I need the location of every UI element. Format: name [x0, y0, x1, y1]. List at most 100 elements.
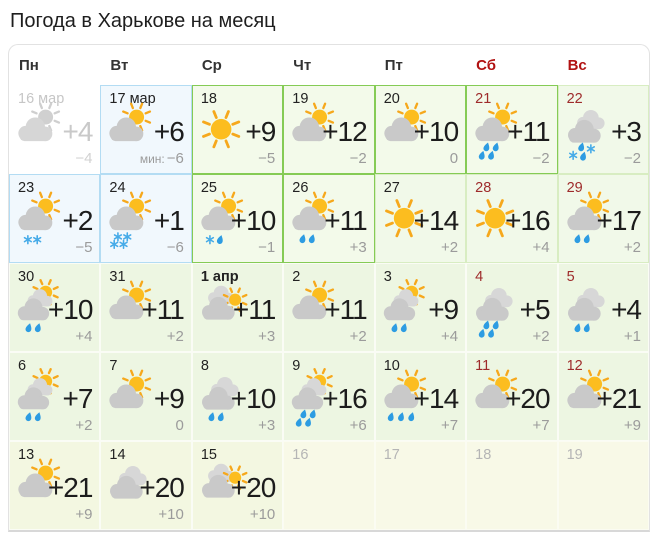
- day-cell-19[interactable]: 19 +12 −2: [283, 85, 375, 174]
- day-cell-17-мар[interactable]: 17 мар +6 мин: −6: [100, 85, 192, 174]
- day-cell-30[interactable]: 30 +10 +4: [9, 263, 101, 352]
- day-cell-23[interactable]: 23 +2 −5: [9, 174, 101, 263]
- date-label: 25: [200, 180, 217, 196]
- min-temp: +2: [441, 239, 459, 256]
- max-temp: +11: [507, 116, 550, 147]
- max-temp: +6: [153, 116, 185, 147]
- date-label: 6: [18, 358, 27, 374]
- sun-icon: [195, 101, 251, 163]
- max-temp: +3: [611, 116, 642, 147]
- clouds-rain-4-icon: [469, 279, 525, 341]
- day-cell-24[interactable]: 24 +1 −6: [100, 174, 192, 263]
- min-temp: +4: [75, 328, 93, 345]
- date-label: 17: [383, 447, 400, 463]
- sun-cloud-icon: [561, 368, 617, 430]
- day-cell-28[interactable]: 28 +16 +4: [466, 174, 558, 263]
- max-temp: +5: [519, 294, 551, 325]
- max-temp: +10: [230, 383, 276, 414]
- sun-cloud-icon: [103, 279, 159, 341]
- sun-cloud-icon: [12, 457, 68, 519]
- date-label: 16: [292, 447, 309, 463]
- day-cell-12[interactable]: 12 +21 +9: [557, 352, 649, 441]
- day-cell-2[interactable]: 2 +11 +2: [283, 263, 375, 352]
- day-cell-31[interactable]: 31 +11 +2: [100, 263, 192, 352]
- sun-clouds-rain-2-icon: [12, 368, 68, 430]
- max-temp: +9: [245, 116, 276, 147]
- day-cell-7[interactable]: 7 +9 0: [100, 352, 192, 441]
- max-temp: +11: [141, 294, 184, 325]
- date-label: 30: [18, 269, 35, 285]
- min-temp: −1: [258, 239, 276, 256]
- clouds-sleet-icon: [561, 101, 617, 163]
- page-title: Погода в Харькове на месяц: [10, 10, 276, 32]
- day-cell-1-апр[interactable]: 1 апр +11 +3: [191, 263, 284, 352]
- min-temp: +2: [75, 417, 93, 434]
- date-label: 16 мар: [18, 91, 65, 107]
- day-cell-18[interactable]: 18 +9 −5: [191, 85, 284, 174]
- day-cell-9[interactable]: 9 +16 +6: [283, 352, 375, 441]
- date-label: 1 апр: [200, 269, 239, 285]
- day-cell-14[interactable]: 14 +20 +10: [100, 441, 192, 530]
- min-temp: 0: [175, 417, 184, 434]
- min-temp: +4: [441, 328, 459, 345]
- min-temp: +3: [258, 417, 276, 434]
- max-temp: +9: [153, 383, 185, 414]
- sun-cloud-rain-3-icon: [378, 368, 434, 430]
- day-cell-20[interactable]: 20 +10 0: [374, 85, 467, 174]
- date-label: 10: [383, 358, 400, 374]
- max-temp: +10: [413, 116, 459, 147]
- day-cell-25[interactable]: 25 +10 −1: [191, 174, 284, 263]
- day-cell-21[interactable]: 21 +11 −2: [466, 85, 558, 174]
- day-cell-8[interactable]: 8 +10 +3: [191, 352, 284, 441]
- day-cell-27[interactable]: 27 +14 +2: [374, 174, 467, 263]
- day-cell-22[interactable]: 22 +3 −2: [557, 85, 649, 174]
- date-label: 3: [383, 269, 392, 285]
- max-temp: +14: [413, 205, 459, 236]
- max-temp: +2: [62, 205, 93, 236]
- day-cell-29[interactable]: 29 +17 +2: [557, 174, 649, 263]
- max-temp: +10: [47, 294, 93, 325]
- max-temp: +14: [413, 383, 459, 414]
- date-label: 2: [292, 269, 301, 285]
- min-temp: +2: [166, 328, 184, 345]
- min-temp: +9: [623, 417, 641, 434]
- min-label: мин:: [139, 152, 165, 166]
- date-label: 11: [475, 358, 491, 374]
- date-label: 8: [200, 358, 209, 374]
- date-label: 7: [109, 358, 118, 374]
- day-cell-4[interactable]: 4 +5 +2: [466, 263, 558, 352]
- min-temp: мин: −6: [139, 150, 184, 167]
- min-temp: +9: [75, 506, 93, 523]
- day-cell-26[interactable]: 26 +11 +3: [283, 174, 375, 263]
- day-cell-11[interactable]: 11 +20 +7: [466, 352, 558, 441]
- day-cell-15[interactable]: 15 +20 +10: [191, 441, 284, 530]
- day-cell-10[interactable]: 10 +14 +7: [374, 352, 467, 441]
- date-label: 13: [18, 447, 35, 463]
- day-cell-3[interactable]: 3 +9 +4: [374, 263, 467, 352]
- date-label: 17 мар: [109, 91, 156, 107]
- clouds-sun-icon: [195, 457, 251, 519]
- date-label: 20: [383, 91, 400, 107]
- weekday-label-Сб: Сб: [476, 56, 497, 74]
- max-temp: +9: [428, 294, 459, 325]
- sun-icon: [378, 190, 434, 252]
- sun-clouds-rain-4-icon: [286, 368, 342, 430]
- date-label: 5: [566, 269, 575, 285]
- sun-cloud-snow-4-icon: [103, 190, 159, 252]
- day-cell-18: 18: [466, 441, 558, 530]
- sun-cloud-gray-icon: [12, 101, 68, 163]
- max-temp: +20: [139, 472, 184, 503]
- date-label: 27: [383, 180, 400, 196]
- day-cell-13[interactable]: 13 +21 +9: [9, 441, 101, 530]
- day-cell-5[interactable]: 5 +4 +1: [557, 263, 649, 352]
- min-temp: +3: [258, 328, 276, 345]
- min-temp: +6: [349, 417, 367, 434]
- min-temp: +10: [158, 506, 184, 523]
- max-temp: +17: [596, 205, 642, 236]
- date-label: 19: [566, 447, 583, 463]
- sun-cloud-icon: [286, 101, 342, 163]
- min-temp: −2: [623, 150, 641, 167]
- date-label: 9: [292, 358, 301, 374]
- clouds-rain-2-icon: [195, 368, 251, 430]
- day-cell-6[interactable]: 6 +7 +2: [9, 352, 101, 441]
